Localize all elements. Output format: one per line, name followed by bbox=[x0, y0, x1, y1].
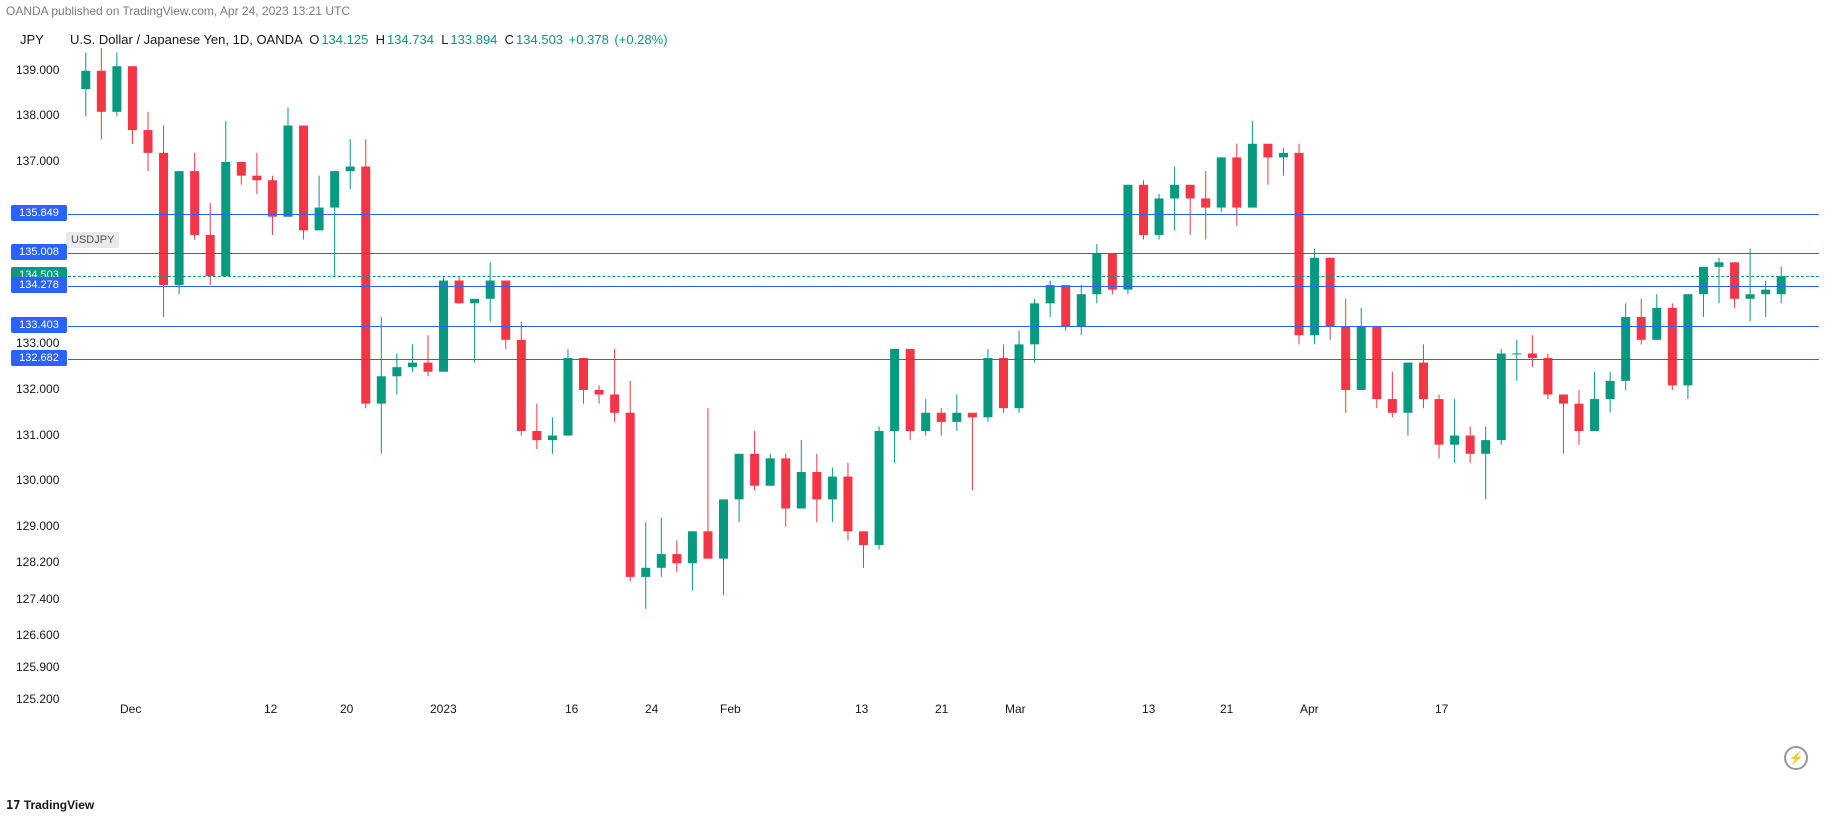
y-tick-label: 137.000 bbox=[16, 154, 59, 168]
level-line[interactable] bbox=[68, 253, 1819, 254]
level-line[interactable] bbox=[68, 286, 1819, 287]
y-tick-label: 125.900 bbox=[16, 660, 59, 674]
y-tick-label: 127.400 bbox=[16, 592, 59, 606]
x-tick-label: Apr bbox=[1300, 702, 1319, 716]
x-tick-label: 13 bbox=[1142, 702, 1155, 716]
y-tick-label: 125.200 bbox=[16, 692, 59, 706]
y-tick-label: 130.000 bbox=[16, 473, 59, 487]
x-tick-label: 16 bbox=[565, 702, 578, 716]
price-axis-label: 132.682 bbox=[11, 350, 67, 366]
candlestick-chart[interactable] bbox=[0, 0, 1834, 818]
price-axis-label: 133.403 bbox=[11, 317, 67, 333]
y-tick-label: 131.000 bbox=[16, 428, 59, 442]
x-tick-label: 21 bbox=[935, 702, 948, 716]
x-tick-label: 2023 bbox=[430, 702, 457, 716]
price-axis-label: 135.008 bbox=[11, 244, 67, 260]
price-axis-label: 135.849 bbox=[11, 205, 67, 221]
y-tick-label: 138.000 bbox=[16, 108, 59, 122]
level-line[interactable] bbox=[68, 214, 1819, 215]
chart-container: OANDA published on TradingView.com, Apr … bbox=[0, 0, 1834, 818]
x-tick-label: 12 bbox=[264, 702, 277, 716]
level-line[interactable] bbox=[68, 359, 1819, 360]
snapshot-icon[interactable]: ⚡ bbox=[1784, 746, 1808, 770]
y-tick-label: 128.200 bbox=[16, 555, 59, 569]
y-tick-label: 133.000 bbox=[16, 336, 59, 350]
x-tick-label: Dec bbox=[120, 702, 141, 716]
y-tick-label: 129.000 bbox=[16, 519, 59, 533]
x-tick-label: 13 bbox=[855, 702, 868, 716]
level-line[interactable] bbox=[68, 326, 1819, 327]
y-tick-label: 126.600 bbox=[16, 628, 59, 642]
x-tick-label: Feb bbox=[720, 702, 741, 716]
x-tick-label: 17 bbox=[1435, 702, 1448, 716]
price-axis-label: 134.278 bbox=[11, 277, 67, 293]
x-tick-label: 21 bbox=[1220, 702, 1233, 716]
y-tick-label: 132.000 bbox=[16, 382, 59, 396]
x-tick-label: 20 bbox=[340, 702, 353, 716]
x-tick-label: Mar bbox=[1005, 702, 1026, 716]
x-tick-label: 24 bbox=[645, 702, 658, 716]
y-tick-label: 139.000 bbox=[16, 63, 59, 77]
tradingview-logo: 17 TradingView bbox=[6, 798, 94, 812]
current-price-line bbox=[68, 276, 1819, 277]
